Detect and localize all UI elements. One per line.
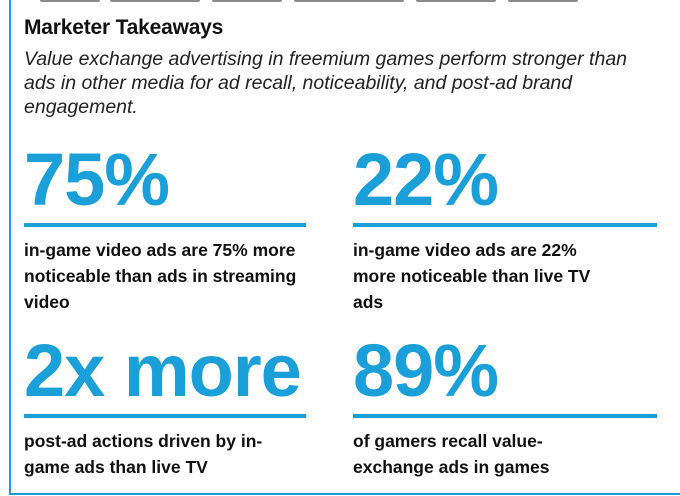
stat-divider	[24, 223, 306, 227]
stat-description: in-game video ads are 75% more noticeabl…	[24, 240, 297, 312]
stat-value: 75%	[24, 138, 170, 221]
stat-divider	[353, 223, 657, 227]
stat-block-streaming: 75% in-game video ads are 75% more notic…	[24, 143, 306, 315]
stat-description: of gamers recall value-exchange ads in g…	[353, 431, 550, 477]
stat-block-recall: 89% of gamers recall value-exchange ads …	[353, 334, 657, 480]
stat-description: post-ad actions driven by in-game ads th…	[24, 431, 263, 477]
stat-value: 2x more	[24, 329, 302, 412]
stat-value: 22%	[353, 138, 499, 221]
cropped-previous-text	[0, 0, 680, 6]
page-title: Marketer Takeaways	[24, 16, 224, 39]
intro-text: Value exchange advertising in freemium g…	[24, 48, 628, 118]
stat-value: 89%	[353, 329, 499, 412]
stat-description: in-game video ads are 22% more noticeabl…	[353, 240, 591, 312]
stat-block-post-ad-actions: 2x more post-ad actions driven by in-gam…	[24, 334, 306, 480]
stat-divider	[353, 414, 657, 418]
stat-divider	[24, 414, 306, 418]
takeaways-panel-border	[9, 0, 680, 495]
stat-block-live-tv: 22% in-game video ads are 22% more notic…	[353, 143, 657, 315]
